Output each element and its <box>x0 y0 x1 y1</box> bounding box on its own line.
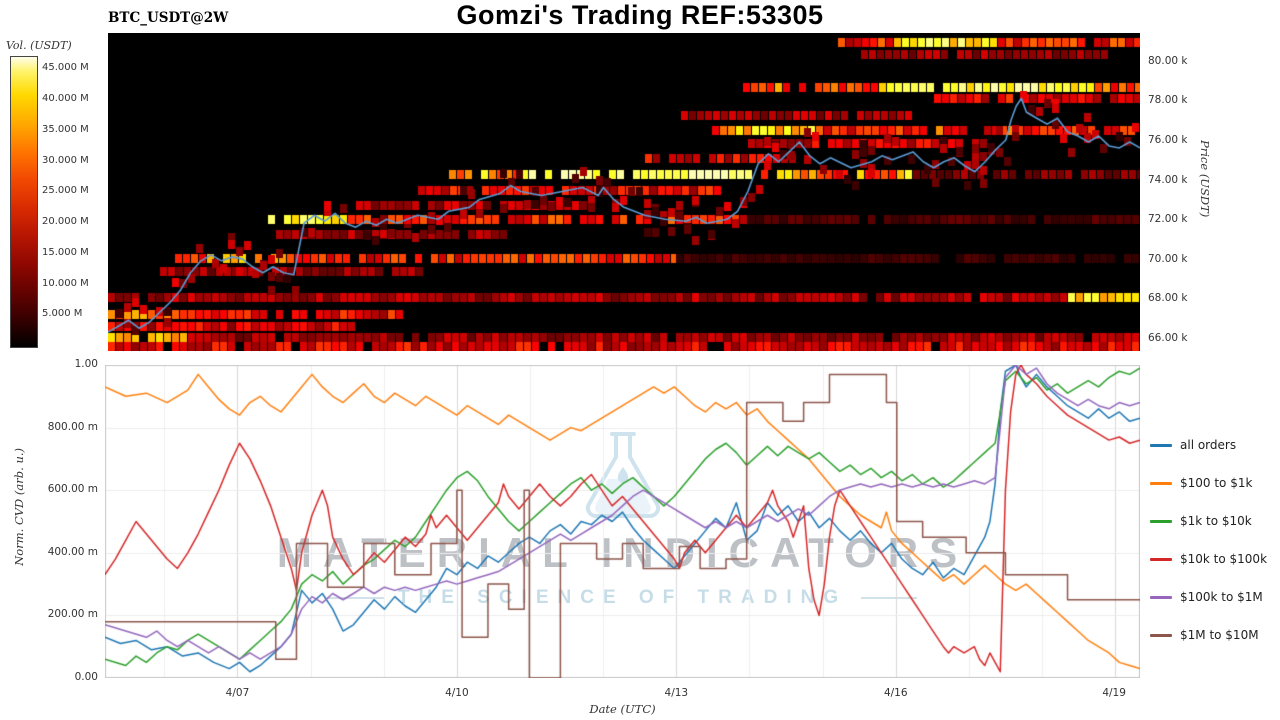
price-axis-label: Price (USDT) <box>1198 140 1212 218</box>
legend-label: $1M to $10M <box>1180 628 1259 642</box>
price-tick: 76.00 k <box>1148 133 1188 146</box>
date-axis-label: Date (UTC) <box>589 702 656 716</box>
legend-swatch <box>1150 519 1172 523</box>
price-tick: 78.00 k <box>1148 94 1188 107</box>
volume-colorbar <box>10 56 38 348</box>
cvd-axis-label: Norm. CVD (arb. u.) <box>12 448 26 566</box>
x-tick: 4/16 <box>883 687 908 699</box>
x-tick: 4/19 <box>1102 687 1126 699</box>
legend-item: $1k to $10k <box>1150 514 1267 528</box>
legend-swatch <box>1150 595 1172 599</box>
legend-item: $1M to $10M <box>1150 628 1267 642</box>
legend-swatch <box>1150 557 1172 561</box>
price-tick: 74.00 k <box>1148 173 1188 186</box>
cb-tick: 40.000 M <box>42 93 89 105</box>
cb-tick: 15.000 M <box>42 246 89 258</box>
price-tick: 68.00 k <box>1148 292 1188 305</box>
legend-label: $100k to $1M <box>1180 590 1263 604</box>
legend-swatch <box>1150 633 1172 637</box>
x-tick: 4/13 <box>664 687 689 699</box>
cvd-chart: MATERIAL INDICATORS THE SCIENCE OF TRADI… <box>105 365 1140 678</box>
legend-swatch <box>1150 481 1172 485</box>
cb-tick: 20.000 M <box>42 216 89 228</box>
cb-tick: 45.000 M <box>42 62 89 74</box>
cvd-ytick: 0.00 <box>74 671 98 683</box>
legend: all orders $100 to $1k $1k to $10k $10k … <box>1150 438 1267 642</box>
cvd-ytick: 600.00 m <box>47 483 98 496</box>
price-tick: 70.00 k <box>1148 252 1188 265</box>
page-title: Gomzi's Trading REF:53305 <box>456 0 824 30</box>
x-tick: 4/07 <box>225 687 250 699</box>
legend-item: all orders <box>1150 438 1267 452</box>
cb-tick: 5.000 M <box>42 308 83 320</box>
x-tick: 4/10 <box>445 687 469 699</box>
legend-item: $10k to $100k <box>1150 552 1267 566</box>
legend-label: $1k to $10k <box>1180 514 1252 528</box>
cb-tick: 10.000 M <box>42 277 89 289</box>
cvd-ytick: 200.00 m <box>47 608 98 621</box>
legend-label: all orders <box>1180 438 1237 452</box>
price-tick: 80.00 k <box>1148 54 1188 67</box>
legend-label: $10k to $100k <box>1180 552 1268 566</box>
cb-tick: 30.000 M <box>42 154 89 166</box>
cb-tick: 35.000 M <box>42 123 89 135</box>
legend-swatch <box>1150 443 1172 447</box>
cb-tick: 25.000 M <box>42 185 89 197</box>
cvd-canvas <box>105 365 1140 678</box>
legend-item: $100 to $1k <box>1150 476 1267 490</box>
cvd-ytick: 1.00 <box>74 358 98 370</box>
price-tick: 66.00 k <box>1148 332 1188 345</box>
price-tick: 72.00 k <box>1148 213 1188 226</box>
colorbar-axis-label: Vol. (USDT) <box>6 39 72 52</box>
cvd-ytick: 400.00 m <box>47 545 98 558</box>
symbol-label: BTC_USDT@2W <box>108 10 229 26</box>
legend-label: $100 to $1k <box>1180 476 1253 490</box>
legend-item: $100k to $1M <box>1150 590 1267 604</box>
liquidity-heatmap-canvas <box>108 33 1140 351</box>
cvd-ytick: 800.00 m <box>47 420 98 433</box>
